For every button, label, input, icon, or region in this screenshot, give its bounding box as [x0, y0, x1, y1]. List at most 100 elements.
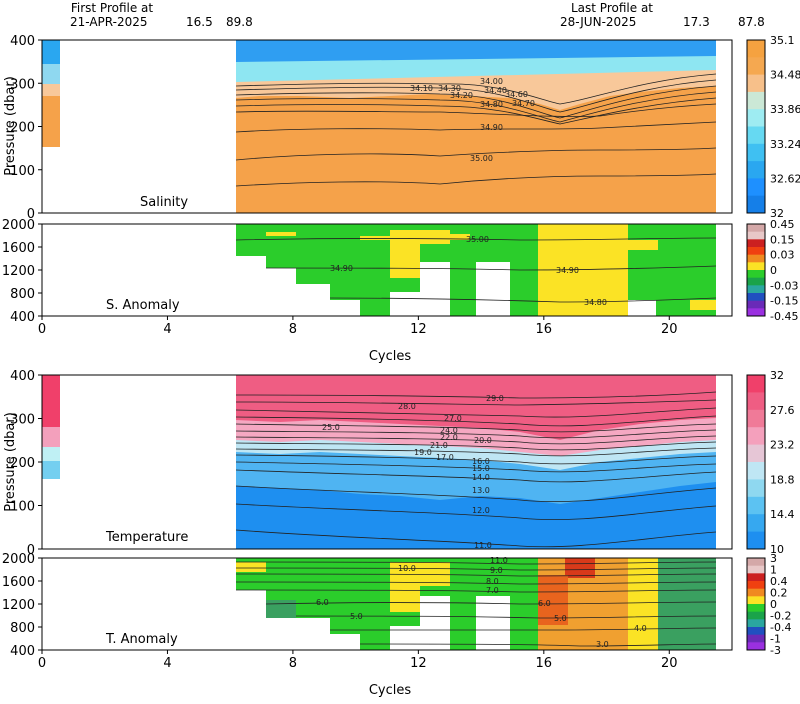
y-tick-label: 400 [10, 310, 35, 325]
temperature-y-ticks: 0 100 200 300 400 [10, 369, 42, 558]
contour-label: 8.0 [486, 577, 499, 586]
salinity-y-ticks: 0 100 200 300 400 [10, 34, 42, 222]
salinity-cell [42, 84, 60, 96]
salinity-anomaly-positive-cell [266, 232, 296, 236]
contour-label: 19.0 [414, 448, 432, 457]
colorbar-label: -0.2 [770, 610, 791, 623]
contour-label: 10.0 [398, 564, 416, 573]
contour-label: 35.00 [466, 235, 489, 244]
colorbar-label: 18.8 [770, 473, 795, 486]
contour-line [265, 601, 717, 605]
salinity-anomaly-blank [716, 224, 732, 316]
temperature-anomaly-positive-cell [236, 562, 266, 572]
y-tick-label: 800 [10, 287, 35, 302]
contour-line [235, 423, 717, 433]
colorbar-label: 35.1 [770, 34, 795, 47]
colorbar-swatch [747, 224, 765, 233]
colorbar-swatch [747, 74, 765, 93]
temperature-anomaly-y-ticks: 400 800 1200 1600 2000 [2, 552, 42, 659]
salinity-y-axis-label: Pressure (dbar) [3, 76, 18, 176]
colorbar-swatch [747, 409, 765, 428]
y-tick-label: 400 [10, 369, 35, 384]
y-tick-label: 400 [10, 644, 35, 659]
x-tick-label: 16 [536, 322, 553, 337]
contour-line [295, 615, 717, 619]
contour-line [235, 561, 717, 565]
temperature-anomaly-positive-cell [390, 562, 420, 612]
salinity-cell [42, 96, 60, 147]
colorbar-swatch [747, 462, 765, 480]
colorbar-label: 0.2 [770, 587, 788, 600]
temperature-anomaly-colorbar: 310.40.20-0.2-0.4-1-3 [746, 552, 791, 657]
contour-label: 34.90 [330, 264, 353, 273]
colorbar-swatch [747, 91, 765, 110]
temperature-anomaly-slight-cool-cell [266, 600, 296, 618]
colorbar-label: -0.4 [770, 621, 791, 634]
colorbar-label: 33.86 [770, 103, 800, 116]
temperature-anomaly-contour-labels: 11.0 10.0 9.0 8.0 7.0 6.0 6.0 5.0 5.0 4.… [316, 556, 647, 649]
colorbar-swatch [747, 634, 765, 643]
colorbar-swatch [747, 262, 765, 271]
colorbar-swatch [747, 514, 765, 532]
temperature-anomaly-panel-title: T. Anomaly [105, 632, 178, 647]
contour-label: 21.0 [430, 441, 448, 450]
contour-label: 28.0 [398, 402, 416, 411]
contour-label: 34.90 [480, 123, 503, 132]
contour-line [235, 435, 717, 445]
contour-label: 34.80 [480, 100, 503, 109]
contour-label: 15.0 [472, 464, 490, 473]
temperature-cell [42, 447, 60, 461]
salinity-heatmap [42, 40, 716, 213]
y-tick-label: 1200 [2, 264, 35, 279]
colorbar-label: 0.4 [770, 575, 788, 588]
colorbar-swatch [747, 143, 765, 162]
contour-line [235, 103, 717, 117]
temperature-cell [42, 461, 60, 479]
y-tick-label: 0 [27, 207, 35, 222]
colorbar-label: 34.48 [770, 69, 800, 82]
x-tick-label: 20 [661, 322, 678, 337]
contour-label: 5.0 [350, 612, 363, 621]
colorbar-label: -3 [770, 644, 781, 657]
colorbar-swatch [747, 573, 765, 582]
contour-label: 29.0 [486, 394, 504, 403]
first-profile-lon: 89.8 [226, 15, 253, 29]
temperature-x-axis-label: Cycles [369, 683, 412, 698]
salinity-anomaly-positive-cell [628, 240, 658, 250]
x-tick-label: 16 [536, 656, 553, 671]
first-profile-date: 21-APR-2025 [70, 15, 148, 29]
contour-label: 7.0 [486, 586, 499, 595]
contour-label: 11.0 [490, 556, 508, 565]
temperature-anomaly-contours [235, 561, 717, 647]
y-tick-label: 300 [10, 413, 35, 428]
contour-label: 24.0 [440, 426, 458, 435]
salinity-anomaly-positive-cell [450, 234, 470, 240]
salinity-contours [235, 73, 717, 187]
contour-line [235, 581, 717, 585]
x-tick-label: 0 [38, 322, 46, 337]
x-tick-label: 12 [410, 322, 427, 337]
contour-label: 6.0 [538, 599, 551, 608]
contour-label: 27.0 [444, 414, 462, 423]
colorbar-swatch [747, 293, 765, 302]
x-tick-label: 8 [289, 322, 297, 337]
salinity-cell [42, 40, 60, 64]
contour-line [235, 173, 717, 187]
salinity-x-axis-label: Cycles [369, 349, 412, 364]
contour-label: 25.0 [322, 423, 340, 432]
contour-line [235, 97, 717, 125]
contour-line [235, 447, 717, 457]
colorbar-swatch [747, 392, 765, 411]
y-tick-label: 1200 [2, 598, 35, 613]
y-tick-label: 2000 [2, 552, 35, 567]
temperature-anomaly-warm-cell [538, 575, 568, 625]
contour-line [235, 573, 717, 577]
y-tick-label: 400 [10, 34, 35, 49]
contour-line [330, 627, 717, 631]
contour-line [235, 589, 717, 593]
temperature-anomaly-hot-cell [565, 558, 595, 578]
y-tick-label: 200 [10, 121, 35, 136]
temperature-contour-labels: 29.0 28.0 27.0 25.0 24.0 22.0 21.0 20.0 … [322, 394, 504, 550]
salinity-contour-labels: 34.00 34.10 34.30 34.20 34.40 34.60 34.7… [410, 77, 535, 163]
